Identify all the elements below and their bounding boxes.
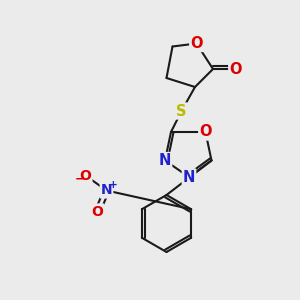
Text: S: S — [176, 103, 187, 118]
Text: N: N — [183, 169, 195, 184]
Text: O: O — [92, 205, 104, 218]
Text: O: O — [80, 169, 92, 182]
Text: +: + — [109, 180, 118, 190]
Text: N: N — [101, 184, 112, 197]
Text: O: O — [229, 61, 242, 76]
Text: N: N — [159, 153, 171, 168]
Text: O: O — [190, 36, 203, 51]
Text: −: − — [75, 172, 85, 186]
Text: O: O — [199, 124, 212, 140]
